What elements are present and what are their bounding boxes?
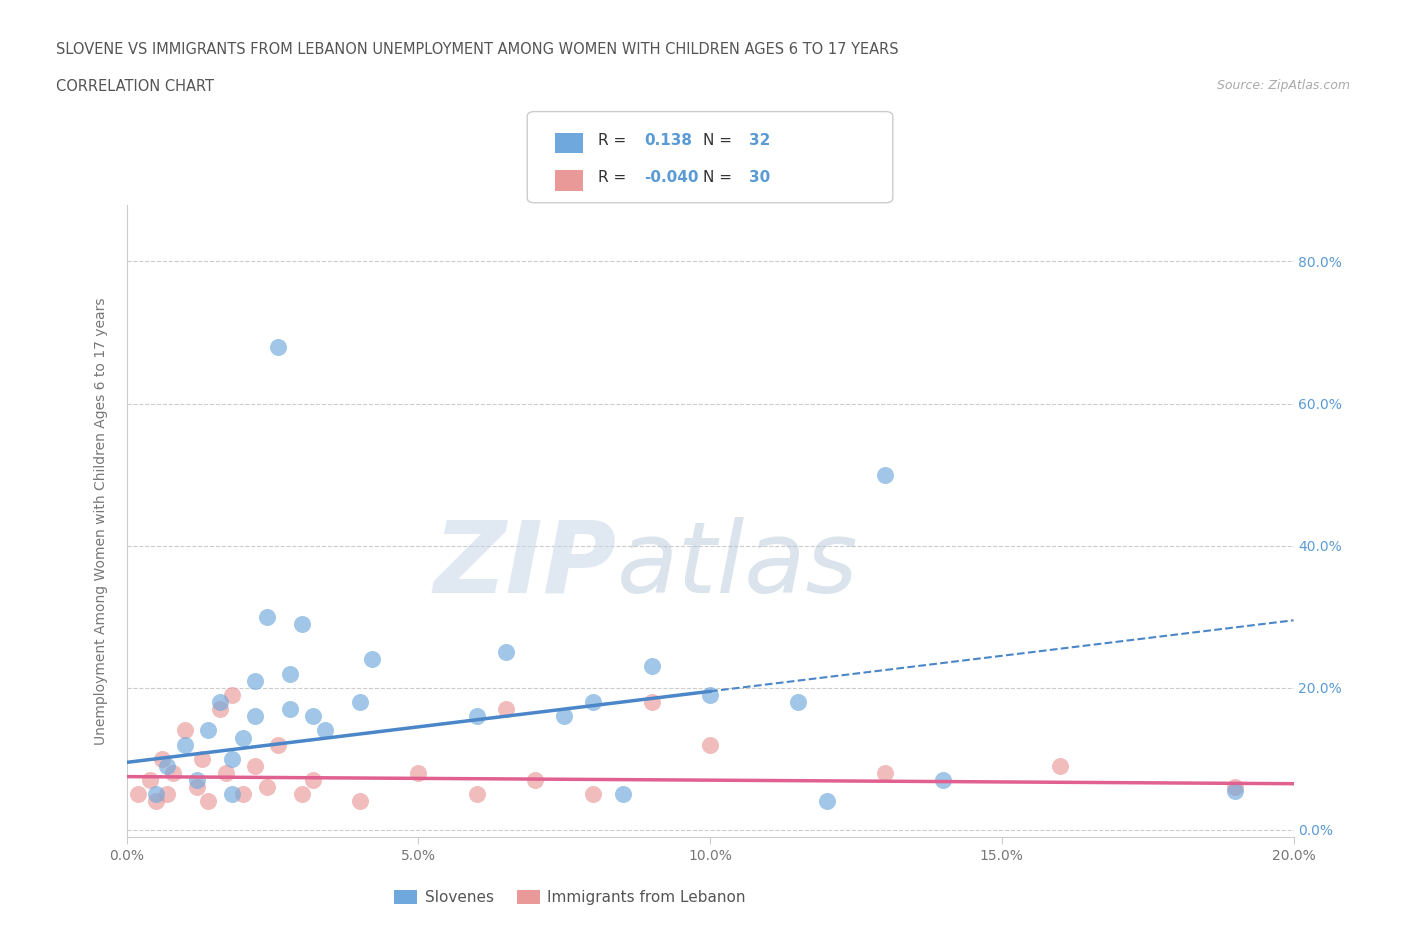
- Text: 30: 30: [749, 170, 770, 185]
- Point: [191, 751, 214, 766]
- Point: [290, 787, 312, 802]
- Point: [932, 773, 955, 788]
- Point: [256, 780, 278, 795]
- Point: [302, 709, 325, 724]
- Text: SLOVENE VS IMMIGRANTS FROM LEBANON UNEMPLOYMENT AMONG WOMEN WITH CHILDREN AGES 6: SLOVENE VS IMMIGRANTS FROM LEBANON UNEMP…: [56, 42, 898, 57]
- Point: [495, 701, 517, 716]
- Text: 0.138: 0.138: [644, 133, 692, 148]
- Text: N =: N =: [703, 170, 737, 185]
- Point: [243, 709, 266, 724]
- Point: [699, 737, 721, 752]
- Point: [875, 467, 897, 482]
- Point: [640, 695, 664, 710]
- Point: [360, 652, 382, 667]
- Point: [208, 695, 231, 710]
- Point: [786, 695, 808, 710]
- Point: [174, 723, 197, 737]
- Point: [139, 773, 162, 788]
- Point: [314, 723, 336, 737]
- Point: [256, 609, 278, 624]
- Point: [699, 687, 721, 702]
- Point: [302, 773, 325, 788]
- Text: R =: R =: [598, 170, 631, 185]
- Point: [267, 339, 290, 354]
- Point: [465, 709, 488, 724]
- Text: N =: N =: [703, 133, 737, 148]
- Point: [495, 644, 517, 659]
- Point: [243, 673, 266, 688]
- Point: [267, 737, 290, 752]
- Point: [290, 617, 312, 631]
- Point: [156, 759, 179, 774]
- Point: [1223, 780, 1246, 795]
- Point: [524, 773, 547, 788]
- Point: [1049, 759, 1071, 774]
- Point: [553, 709, 575, 724]
- Point: [186, 780, 208, 795]
- Point: [162, 765, 184, 780]
- Point: [197, 794, 219, 809]
- Point: [221, 751, 243, 766]
- Point: [232, 787, 254, 802]
- Point: [174, 737, 197, 752]
- Point: [150, 751, 173, 766]
- Point: [349, 794, 371, 809]
- Point: [640, 659, 664, 674]
- Text: 32: 32: [749, 133, 770, 148]
- Point: [465, 787, 488, 802]
- Point: [197, 723, 219, 737]
- Point: [127, 787, 149, 802]
- Text: -0.040: -0.040: [644, 170, 699, 185]
- Point: [408, 765, 430, 780]
- Point: [145, 794, 167, 809]
- Point: [156, 787, 179, 802]
- Point: [278, 701, 301, 716]
- Point: [1223, 783, 1246, 798]
- Text: atlas: atlas: [617, 516, 858, 614]
- Point: [221, 787, 243, 802]
- Point: [875, 765, 897, 780]
- Point: [186, 773, 208, 788]
- Point: [612, 787, 634, 802]
- Text: R =: R =: [598, 133, 631, 148]
- Point: [349, 695, 371, 710]
- Point: [221, 687, 243, 702]
- Text: ZIP: ZIP: [433, 516, 617, 614]
- Point: [582, 695, 605, 710]
- Point: [215, 765, 238, 780]
- Point: [145, 787, 167, 802]
- Y-axis label: Unemployment Among Women with Children Ages 6 to 17 years: Unemployment Among Women with Children A…: [94, 297, 108, 745]
- Text: Source: ZipAtlas.com: Source: ZipAtlas.com: [1216, 79, 1350, 92]
- Point: [582, 787, 605, 802]
- Text: CORRELATION CHART: CORRELATION CHART: [56, 79, 214, 94]
- Point: [208, 701, 231, 716]
- Point: [232, 730, 254, 745]
- Point: [278, 666, 301, 681]
- Point: [815, 794, 838, 809]
- Point: [243, 759, 266, 774]
- Legend: Slovenes, Immigrants from Lebanon: Slovenes, Immigrants from Lebanon: [388, 884, 752, 911]
